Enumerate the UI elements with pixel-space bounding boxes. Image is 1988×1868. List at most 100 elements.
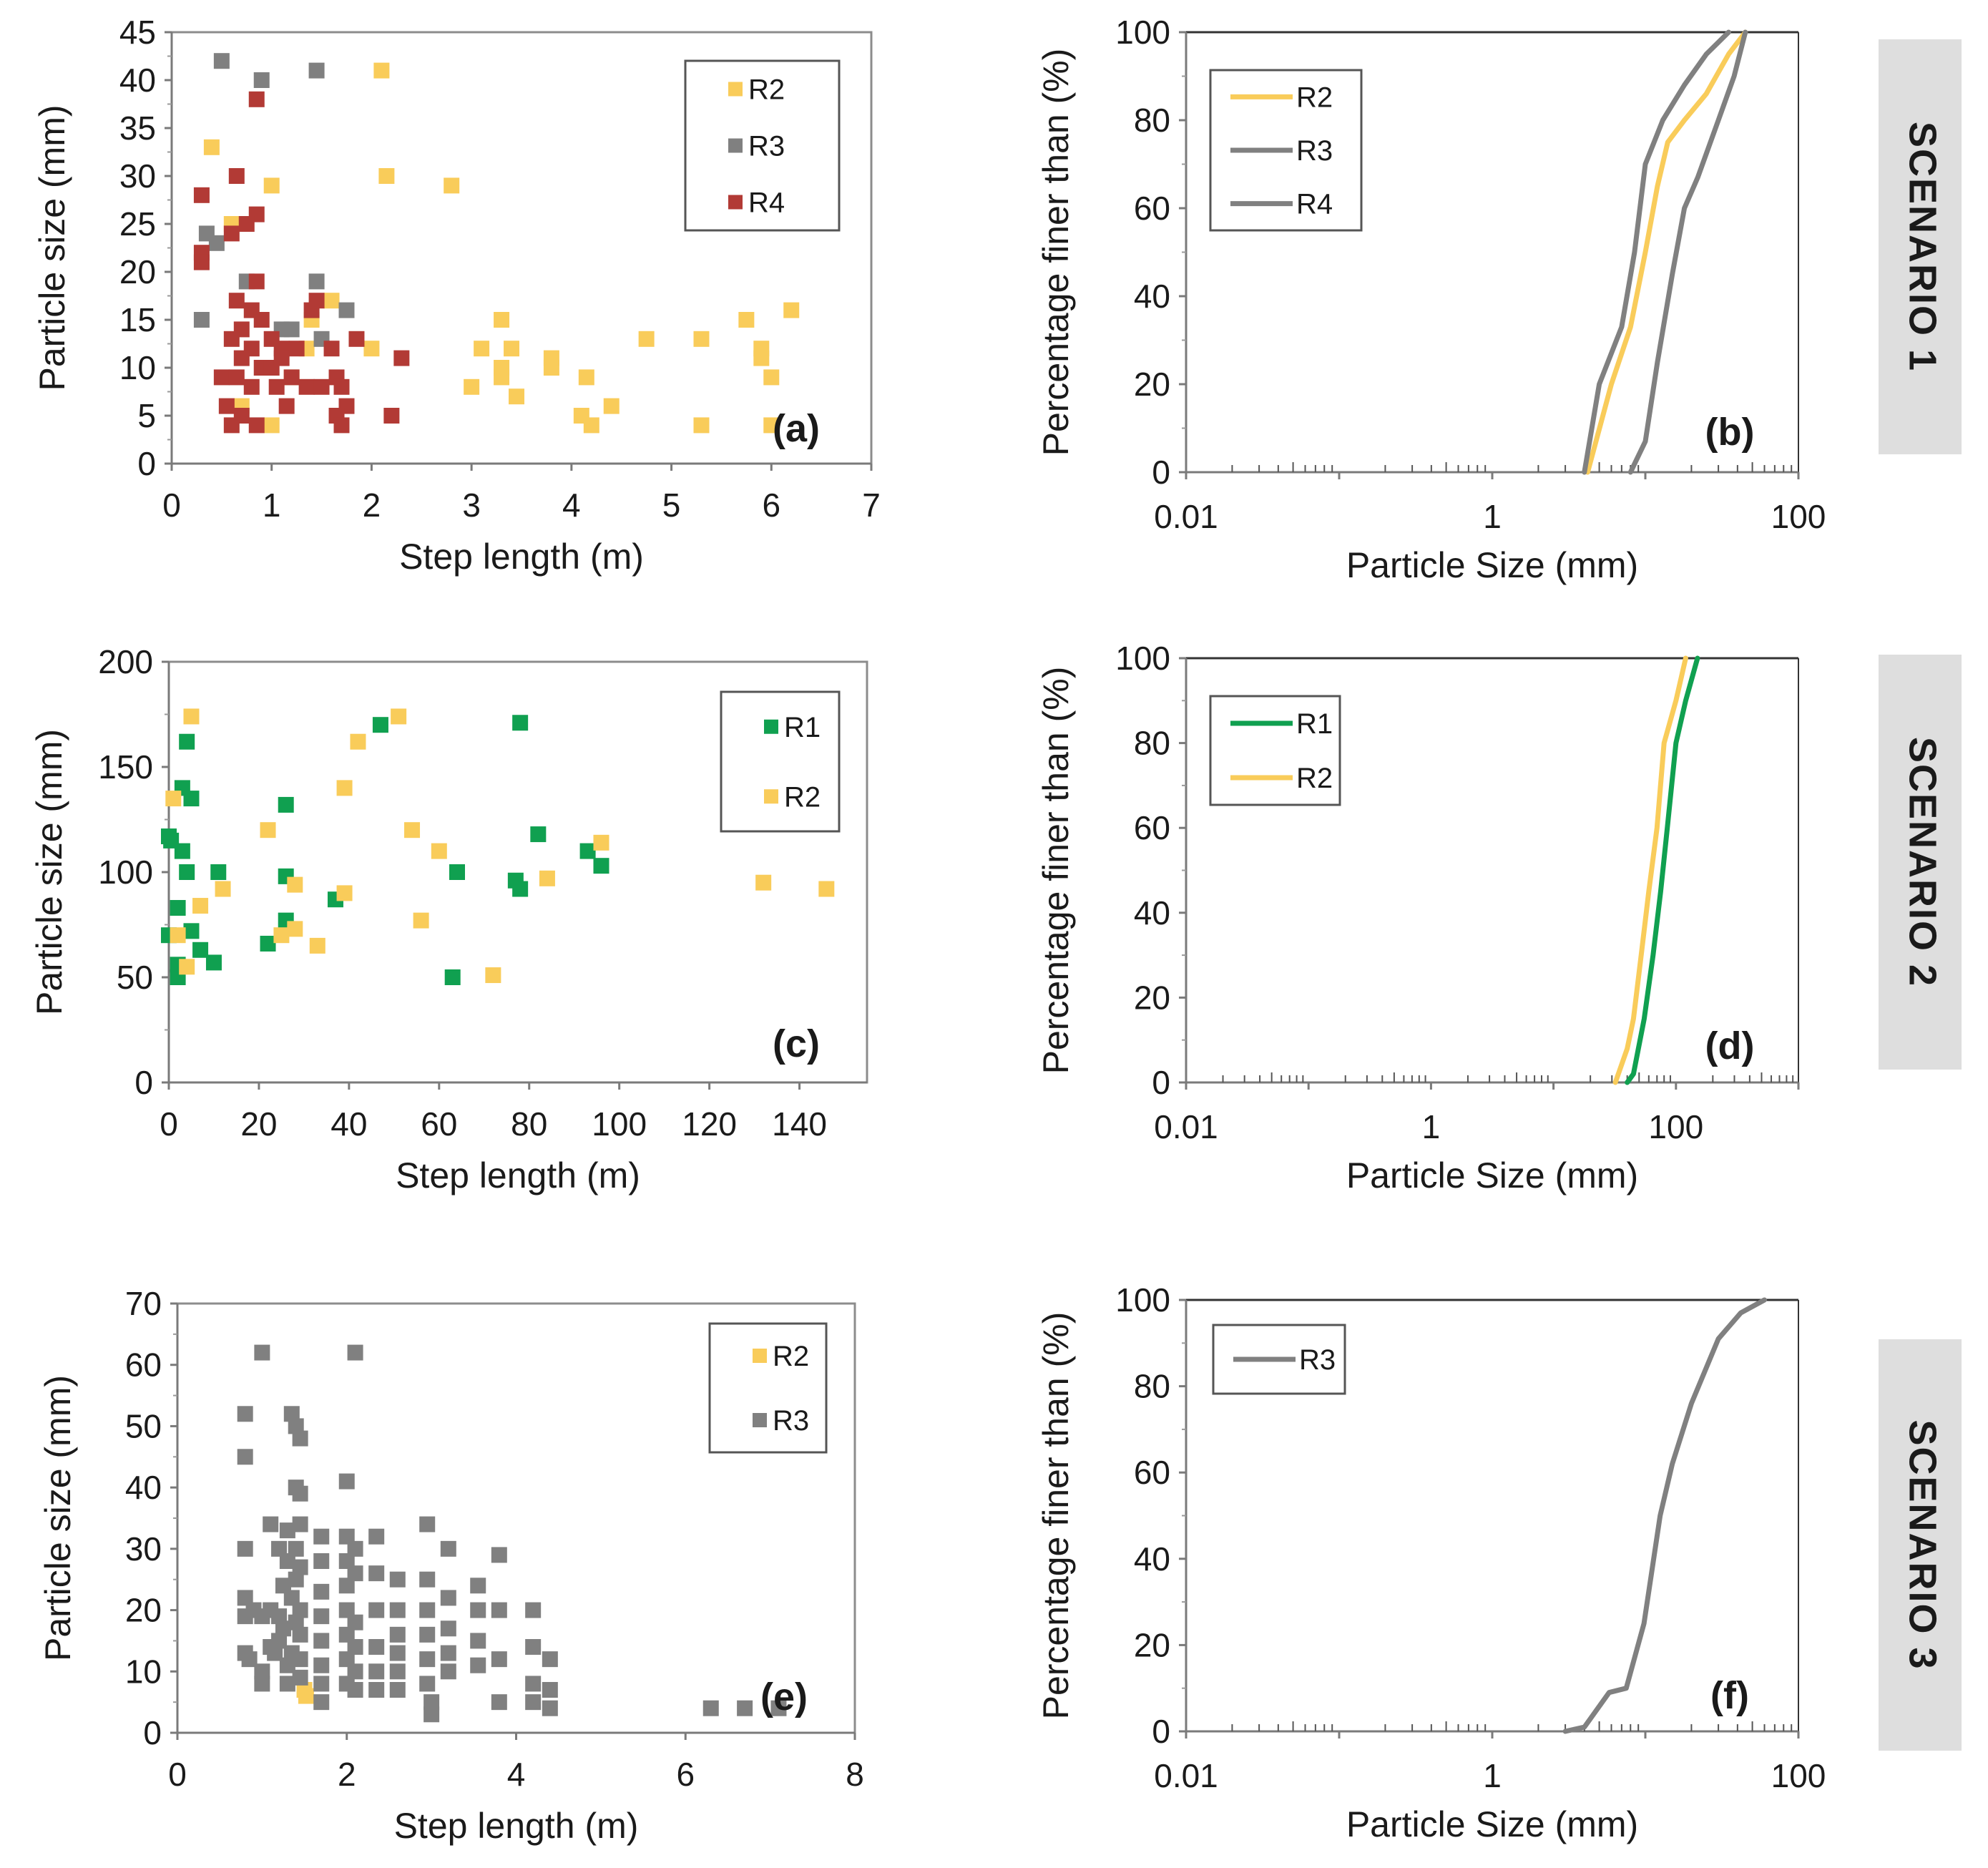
scatter-point-r3 bbox=[279, 1676, 295, 1692]
legend-marker-r2 bbox=[728, 82, 743, 97]
scatter-point-r3 bbox=[271, 1633, 288, 1649]
scatter-point-r4 bbox=[238, 216, 255, 232]
y-tick-label: 20 bbox=[1134, 1626, 1170, 1663]
scatter-point-r3 bbox=[237, 1406, 253, 1422]
scatter-point-r2 bbox=[336, 885, 353, 901]
scatter-point-r3 bbox=[368, 1682, 385, 1698]
scatter-point-r3 bbox=[254, 1663, 270, 1680]
legend-label-r2: R2 bbox=[1296, 763, 1333, 794]
scatter-point-r4 bbox=[228, 293, 245, 309]
scatter-point-r3 bbox=[338, 1473, 355, 1490]
scatter-point-r3 bbox=[419, 1571, 436, 1588]
scatter-point-r3 bbox=[368, 1663, 385, 1680]
y-tick-label: 80 bbox=[1134, 1368, 1170, 1405]
scatter-point-r4 bbox=[253, 312, 270, 328]
scatter-point-r1 bbox=[449, 864, 465, 880]
scatter-point-r3 bbox=[279, 1522, 295, 1539]
legend: R1 R2 bbox=[720, 690, 841, 833]
panel-label-d: (d) bbox=[1705, 1025, 1755, 1067]
scatter-point-r2 bbox=[336, 780, 353, 796]
scatter-point-r2 bbox=[323, 293, 340, 309]
x-axis-label: Step length (m) bbox=[396, 1155, 640, 1195]
scenario-box bbox=[1879, 39, 1962, 454]
scatter-point-r4 bbox=[223, 225, 240, 242]
scatter-point-r2 bbox=[494, 369, 510, 386]
scatter-point-r3 bbox=[347, 1614, 363, 1630]
x-tick-label: 0 bbox=[162, 486, 181, 524]
scatter-point-r3 bbox=[292, 1485, 308, 1502]
x-tick-label: 1 bbox=[1483, 498, 1502, 535]
scatter-point-r2 bbox=[373, 62, 390, 79]
scatter-point-r3 bbox=[338, 1651, 355, 1668]
curve-r2 bbox=[1585, 29, 1748, 475]
scatter-point-r3 bbox=[275, 1578, 291, 1594]
legend-marker-r2 bbox=[764, 789, 778, 804]
y-tick-label: 80 bbox=[1134, 102, 1170, 139]
legend-marker-r3 bbox=[728, 138, 743, 153]
scatter-point-r2 bbox=[260, 822, 276, 838]
scatter-point-r3 bbox=[368, 1565, 385, 1582]
panel-label-b: (b) bbox=[1705, 411, 1755, 454]
scatter-point-r3 bbox=[542, 1651, 558, 1668]
y-tick-label: 10 bbox=[119, 349, 156, 386]
scatter-point-r3 bbox=[419, 1602, 436, 1618]
scatter-point-r3 bbox=[241, 1651, 258, 1668]
y-tick-label: 60 bbox=[1134, 809, 1170, 846]
scatter-point-r2 bbox=[378, 168, 395, 184]
x-tick-label: 2 bbox=[338, 1756, 356, 1793]
scatter-point-r3 bbox=[313, 1528, 330, 1545]
scatter-point-r3 bbox=[283, 1406, 300, 1422]
scatter-point-r2 bbox=[179, 959, 195, 975]
x-tick-label: 100 bbox=[1771, 1757, 1826, 1794]
scenario-box bbox=[1879, 1339, 1962, 1751]
legend-label-r3: R3 bbox=[773, 1405, 809, 1437]
scatter-point-r3 bbox=[737, 1700, 753, 1716]
scatter-point-r3 bbox=[368, 1602, 385, 1618]
legend-label-r1: R1 bbox=[1296, 708, 1333, 740]
scatter-point-r3 bbox=[347, 1540, 363, 1557]
scatter-point-r3 bbox=[313, 1608, 330, 1625]
scatter-point-r3 bbox=[237, 1449, 253, 1465]
scatter-point-r1 bbox=[444, 969, 461, 985]
scatter-point-r2 bbox=[753, 350, 770, 366]
x-axis-label: Particle Size (mm) bbox=[1346, 545, 1638, 585]
scatter-point-r1 bbox=[205, 954, 222, 971]
scatter-point-r4 bbox=[313, 378, 330, 395]
scatter-point-r3 bbox=[313, 1657, 330, 1673]
scatter-point-r1 bbox=[183, 791, 200, 807]
scatter-point-r4 bbox=[283, 369, 300, 386]
scatter-point-r2 bbox=[783, 302, 800, 318]
x-tick-label: 0.01 bbox=[1154, 498, 1218, 535]
scatter-point-r3 bbox=[254, 1344, 270, 1361]
y-axis-label: Particle size (mm) bbox=[29, 729, 69, 1015]
scatter-point-r3 bbox=[347, 1565, 363, 1582]
x-tick-label: 0 bbox=[168, 1756, 187, 1793]
scatter-point-r1 bbox=[179, 733, 195, 750]
scatter-point-r3 bbox=[338, 1553, 355, 1569]
scatter-point-r4 bbox=[223, 417, 240, 434]
x-tick-label: 140 bbox=[772, 1105, 827, 1143]
scatter-point-r3 bbox=[491, 1547, 507, 1563]
y-tick-label: 45 bbox=[119, 14, 156, 51]
chart-c: 0 50 100 150 200 0 20 40 60 80 100 120 140 Step lengt… bbox=[29, 643, 868, 1195]
scatter-point-r3 bbox=[193, 312, 210, 328]
scatter-point-r2 bbox=[273, 927, 290, 944]
scatter-point-r2 bbox=[404, 822, 421, 838]
scatter-point-r3 bbox=[338, 1626, 355, 1643]
scatter-point-r2 bbox=[583, 417, 599, 434]
scatter-point-r1 bbox=[260, 935, 276, 952]
scatter-point-r3 bbox=[470, 1657, 486, 1673]
x-tick-label: 20 bbox=[240, 1105, 277, 1143]
scatter-point-r3 bbox=[389, 1645, 406, 1661]
scatter-point-r3 bbox=[440, 1540, 456, 1557]
x-tick-label: 8 bbox=[846, 1756, 864, 1793]
curve-r3 bbox=[1582, 29, 1731, 475]
y-tick-label: 200 bbox=[98, 643, 153, 680]
scatter-point-r2 bbox=[603, 398, 620, 414]
scatter-point-r3 bbox=[271, 1608, 288, 1625]
scatter-point-r3 bbox=[279, 1553, 295, 1569]
y-axis-label: Percentage finer than (%) bbox=[1036, 49, 1076, 456]
scatter-point-r1 bbox=[579, 843, 596, 859]
x-tick-label: 100 bbox=[592, 1105, 647, 1143]
x-tick-label: 1 bbox=[1483, 1757, 1502, 1794]
